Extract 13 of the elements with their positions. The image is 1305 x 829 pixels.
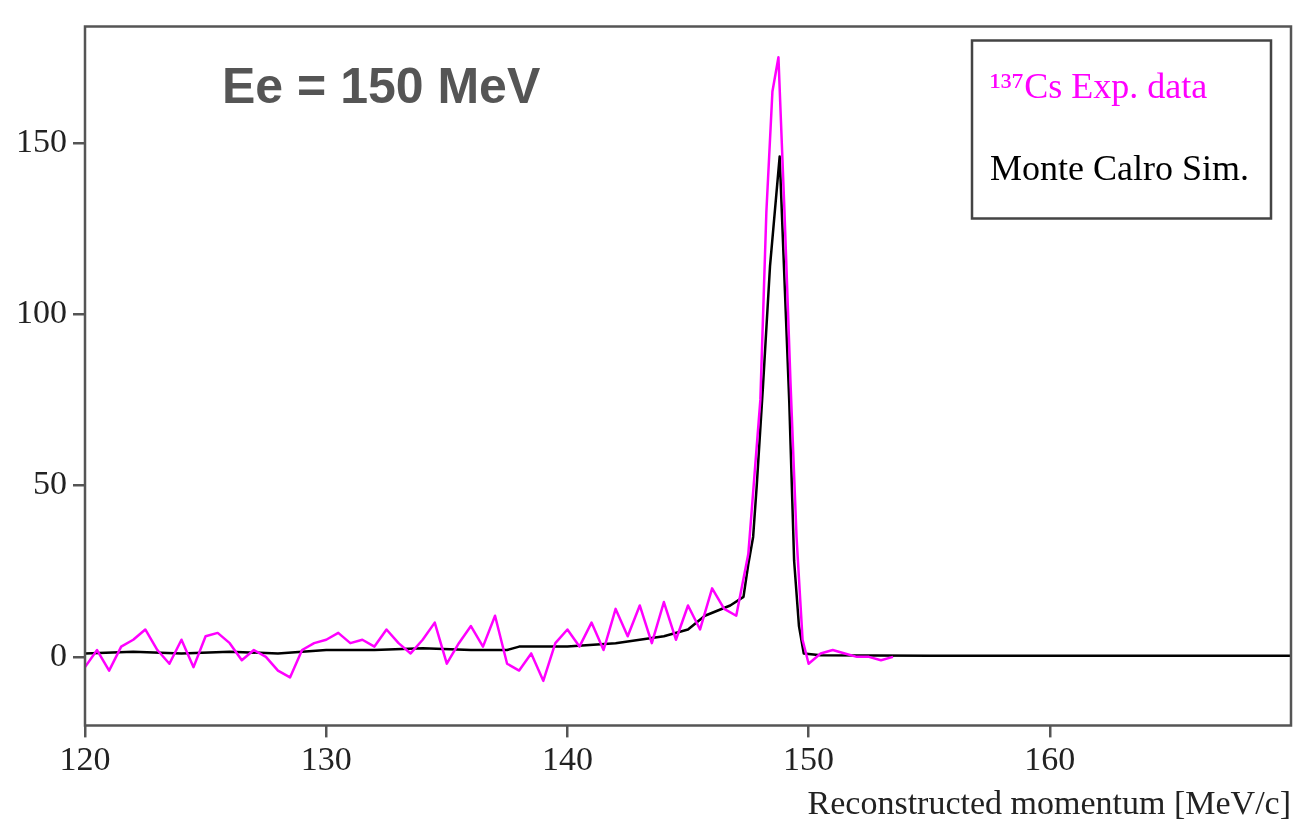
y-tick-label: 50 [33, 464, 67, 502]
y-tick-label: 150 [16, 121, 67, 159]
x-tick-label: 120 [59, 739, 111, 777]
annotation: Ee = 150 MeV [222, 58, 541, 115]
x-axis-title: Reconstructed momentum [MeV/c] [807, 783, 1291, 821]
x-tick-label: 140 [541, 739, 593, 777]
y-tick-label: 0 [50, 635, 67, 673]
y-tick-label: 100 [16, 293, 67, 331]
x-tick-label: 150 [783, 739, 835, 777]
x-tick-label: 130 [300, 739, 352, 777]
text: ¹³⁷Cs Exp. data [990, 65, 1208, 106]
x-tick-label: 160 [1024, 739, 1076, 777]
text: Monte Calro Sim. [990, 147, 1249, 188]
